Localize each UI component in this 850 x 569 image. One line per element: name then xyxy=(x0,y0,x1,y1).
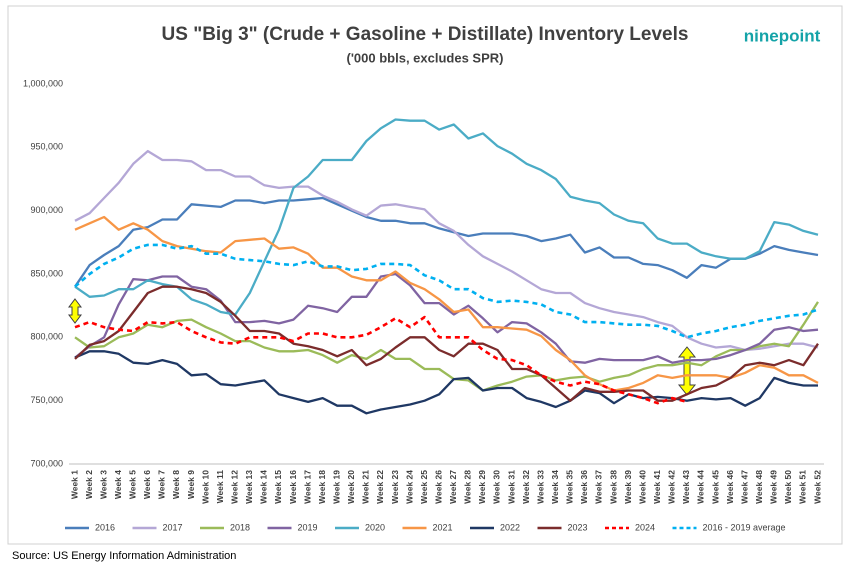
series-line xyxy=(74,118,819,316)
x-tick-label: Week 19 xyxy=(331,470,341,504)
x-tick-label: Week 1 xyxy=(69,470,79,499)
x-tick-label: Week 39 xyxy=(623,470,633,504)
x-tick-label: Week 46 xyxy=(725,470,735,504)
x-tick-label: Week 10 xyxy=(200,470,210,504)
legend-label: 2022 xyxy=(500,522,520,532)
arrow xyxy=(68,298,82,324)
x-tick-label: Week 26 xyxy=(433,470,443,504)
x-tick-label: Week 9 xyxy=(186,470,196,499)
x-tick-label: Week 41 xyxy=(652,470,662,504)
x-tick-label: Week 3 xyxy=(98,470,108,499)
legend-label: 2016 xyxy=(95,522,115,532)
x-tick-label: Week 6 xyxy=(142,470,152,499)
x-tick-label: Week 15 xyxy=(273,470,283,504)
x-tick-label: Week 38 xyxy=(608,470,618,504)
x-tick-label: Week 7 xyxy=(157,470,167,499)
series-line xyxy=(74,243,819,339)
x-tick-label: Week 34 xyxy=(550,470,560,504)
x-tick-label: Week 27 xyxy=(448,470,458,504)
logo-text: ninepoint xyxy=(744,26,821,45)
legend-label: 2019 xyxy=(298,522,318,532)
x-tick-label: Week 52 xyxy=(812,470,822,504)
x-tick-label: Week 31 xyxy=(506,470,516,504)
x-tick-label: Week 5 xyxy=(128,470,138,499)
y-tick-label: 700,000 xyxy=(30,458,63,468)
legend-label: 2021 xyxy=(433,522,453,532)
x-tick-label: Week 32 xyxy=(521,470,531,504)
x-tick-label: Week 8 xyxy=(171,470,181,499)
x-tick-label: Week 35 xyxy=(565,470,575,504)
x-tick-label: Week 13 xyxy=(244,470,254,504)
x-tick-label: Week 20 xyxy=(346,470,356,504)
series-line xyxy=(74,272,819,364)
x-tick-label: Week 40 xyxy=(637,470,647,504)
x-tick-label: Week 2 xyxy=(84,470,94,499)
series-line xyxy=(74,196,819,288)
y-tick-label: 800,000 xyxy=(30,332,63,342)
logo: ninepoint xyxy=(738,22,828,52)
x-tick-label: Week 18 xyxy=(317,470,327,504)
series-line xyxy=(74,149,819,352)
series-line xyxy=(74,301,819,392)
series-line xyxy=(74,285,819,402)
legend-label: 2018 xyxy=(230,522,250,532)
y-tick-label: 1,000,000 xyxy=(23,78,63,88)
x-tick-label: Week 14 xyxy=(259,470,269,504)
logo-box xyxy=(738,22,828,52)
x-tick-label: Week 47 xyxy=(739,470,749,504)
x-tick-label: Week 17 xyxy=(302,470,312,504)
y-tick-label: 900,000 xyxy=(30,205,63,215)
x-tick-label: Week 48 xyxy=(754,470,764,504)
x-tick-label: Week 4 xyxy=(113,470,123,499)
x-tick-label: Week 23 xyxy=(390,470,400,504)
legend-label: 2016 - 2019 average xyxy=(703,522,786,532)
x-tick-label: Week 30 xyxy=(492,470,502,504)
x-tick-label: Week 28 xyxy=(463,470,473,504)
x-tick-label: Week 29 xyxy=(477,470,487,504)
y-tick-label: 750,000 xyxy=(30,395,63,405)
x-tick-label: Week 12 xyxy=(230,470,240,504)
legend-label: 2020 xyxy=(365,522,385,532)
x-tick-label: Week 22 xyxy=(375,470,385,504)
chart-subtitle: ('000 bbls, excludes SPR) xyxy=(347,50,504,65)
x-tick-label: Week 37 xyxy=(594,470,604,504)
x-tick-label: Week 21 xyxy=(361,470,371,504)
x-tick-label: Week 51 xyxy=(798,470,808,504)
legend-label: 2023 xyxy=(568,522,588,532)
x-tick-label: Week 50 xyxy=(783,470,793,504)
x-tick-label: Week 16 xyxy=(288,470,298,504)
y-tick-label: 850,000 xyxy=(30,268,63,278)
x-tick-label: Week 42 xyxy=(667,470,677,504)
x-tick-label: Week 36 xyxy=(579,470,589,504)
x-tick-label: Week 24 xyxy=(404,470,414,504)
x-tick-label: Week 44 xyxy=(696,470,706,504)
chart-title: US "Big 3" (Crude + Gasoline + Distillat… xyxy=(162,24,689,45)
x-tick-label: Week 49 xyxy=(769,470,779,504)
legend-label: 2024 xyxy=(635,522,655,532)
x-tick-label: Week 11 xyxy=(215,470,225,504)
x-tick-label: Week 25 xyxy=(419,470,429,504)
legend-label: 2017 xyxy=(163,522,183,532)
source-note: Source: US Energy Information Administra… xyxy=(12,550,236,562)
series-line xyxy=(74,350,818,415)
y-tick-label: 950,000 xyxy=(30,142,63,152)
x-tick-label: Week 43 xyxy=(681,470,691,504)
x-tick-label: Week 45 xyxy=(710,470,720,504)
x-tick-label: Week 33 xyxy=(535,470,545,504)
